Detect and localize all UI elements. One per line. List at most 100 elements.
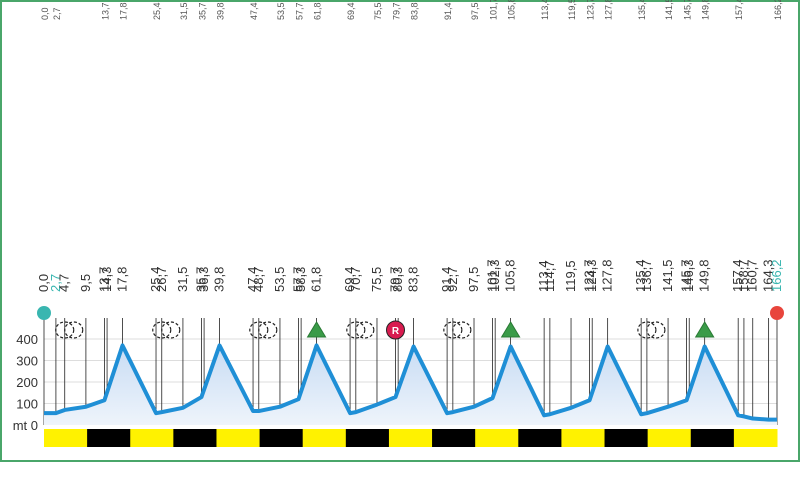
start-marker-icon	[37, 306, 51, 320]
stripe-yellow	[130, 429, 174, 447]
feed-zone-icon	[161, 321, 181, 339]
km-label: 13,7	[96, 267, 111, 292]
top-cut-label: 13,7	[100, 2, 110, 20]
km-label: 75,5	[369, 267, 384, 292]
km-label: 31,5	[175, 267, 190, 292]
km-label: 57,7	[290, 267, 305, 292]
km-label: 166,2	[769, 259, 784, 292]
top-cut-label: 157,4	[734, 0, 744, 20]
feed-zone-icon	[452, 321, 472, 339]
km-label: 97,5	[466, 267, 481, 292]
stripe-yellow	[216, 429, 261, 447]
feed-zone-icon	[443, 321, 463, 339]
top-cut-label: 61,8	[313, 2, 323, 20]
km-label: 69,4	[342, 267, 357, 292]
km-label: 136,7	[639, 259, 654, 292]
km-label: 102,3	[487, 259, 502, 292]
profile-area	[44, 345, 777, 425]
stripe-yellow	[561, 429, 606, 447]
km-label: 119,5	[563, 260, 578, 292]
top-cut-label: 166,2	[773, 0, 783, 20]
km-label: 92,7	[445, 267, 460, 292]
feed-zone-icon	[646, 321, 666, 339]
km-label: 164,3	[761, 259, 776, 292]
km-label: 2,7	[48, 274, 63, 292]
climb-triangle-icon	[500, 321, 521, 338]
km-label: 91,4	[439, 267, 454, 292]
km-label: 14,3	[99, 267, 114, 292]
top-cut-label: 91,4	[443, 2, 453, 20]
km-label: 70,7	[348, 267, 363, 292]
feed-zone-icon	[152, 321, 172, 339]
km-label: 127,8	[600, 259, 615, 292]
top-cut-label: 69,4	[346, 2, 356, 20]
top-cut-label: 2,7	[52, 7, 62, 20]
km-label: 39,8	[212, 267, 227, 292]
feed-zone-icon	[55, 321, 75, 339]
y-tick-label: 200	[16, 375, 38, 390]
stripe-black	[87, 429, 131, 447]
top-cut-label: 127,8	[604, 0, 614, 20]
stripe-yellow	[388, 429, 433, 447]
stripe-yellow	[647, 429, 692, 447]
y-tick-label: mt 0	[13, 418, 38, 433]
feed-zone-icon	[64, 321, 84, 339]
stripe-black	[345, 429, 390, 447]
km-label: 9,5	[78, 274, 93, 292]
top-cut-label: 113,4	[540, 0, 550, 20]
km-label: 149,8	[697, 259, 712, 292]
top-cut-label: 31,5	[179, 2, 189, 20]
km-label: 47,4	[245, 267, 260, 292]
stripe-black	[518, 429, 562, 447]
top-cut-label: 17,8	[119, 2, 129, 20]
stripe-black	[259, 429, 304, 447]
km-label: 4,7	[57, 274, 72, 292]
km-label: 79,7	[388, 267, 403, 292]
top-cut-label: 135,4	[637, 0, 647, 20]
km-label: 48,7	[251, 267, 266, 292]
km-label: 113,4	[536, 260, 551, 292]
stripe-black	[690, 429, 735, 447]
km-label: 145,7	[679, 259, 694, 292]
climb-triangle-icon	[306, 321, 327, 338]
km-label: 124,3	[584, 259, 599, 292]
km-label: 114,7	[542, 260, 557, 292]
km-label: 26,7	[154, 267, 169, 292]
km-label: 80,3	[390, 267, 405, 292]
top-cut-label: 75,5	[373, 2, 383, 20]
top-cut-label: 83,8	[410, 2, 420, 20]
feed-zone-icon	[637, 321, 657, 339]
km-label: 35,7	[193, 267, 208, 292]
top-cut-label: 53,5	[276, 2, 286, 20]
km-label: 17,8	[115, 267, 130, 292]
climb-triangle-icon	[694, 321, 715, 338]
top-cut-label: 119,5	[567, 0, 577, 20]
top-cut-label: 141,5	[664, 0, 674, 20]
stripe-yellow	[44, 429, 88, 447]
elevation-line	[44, 343, 777, 422]
road-stripe-bar	[44, 429, 778, 447]
top-cut-label: 35,7	[197, 2, 207, 20]
feed-zone-icon	[249, 321, 269, 339]
km-label: 157,4	[730, 259, 745, 292]
profile-fill	[44, 345, 777, 425]
stripe-yellow	[475, 429, 519, 447]
top-cut-label: 97,5	[470, 2, 480, 20]
frame-border	[0, 0, 800, 462]
route-markers: R	[37, 306, 784, 340]
profile-line	[44, 343, 777, 422]
km-label: 123,7	[582, 259, 597, 292]
km-label: 61,8	[309, 267, 324, 292]
stripe-black	[173, 429, 217, 447]
stripe-black	[432, 429, 476, 447]
km-label: 135,4	[633, 259, 648, 292]
km-label: 0,0	[36, 274, 51, 292]
stripe-yellow	[302, 429, 347, 447]
feed-zone-icon	[258, 321, 278, 339]
km-label: 158,7	[736, 259, 751, 292]
top-cut-label: 25,4	[152, 2, 162, 20]
top-cut-label: 101,7	[489, 0, 499, 20]
km-label: 146,3	[681, 259, 696, 292]
top-cut-label: 47,4	[249, 2, 259, 20]
km-label: 105,8	[503, 259, 518, 292]
